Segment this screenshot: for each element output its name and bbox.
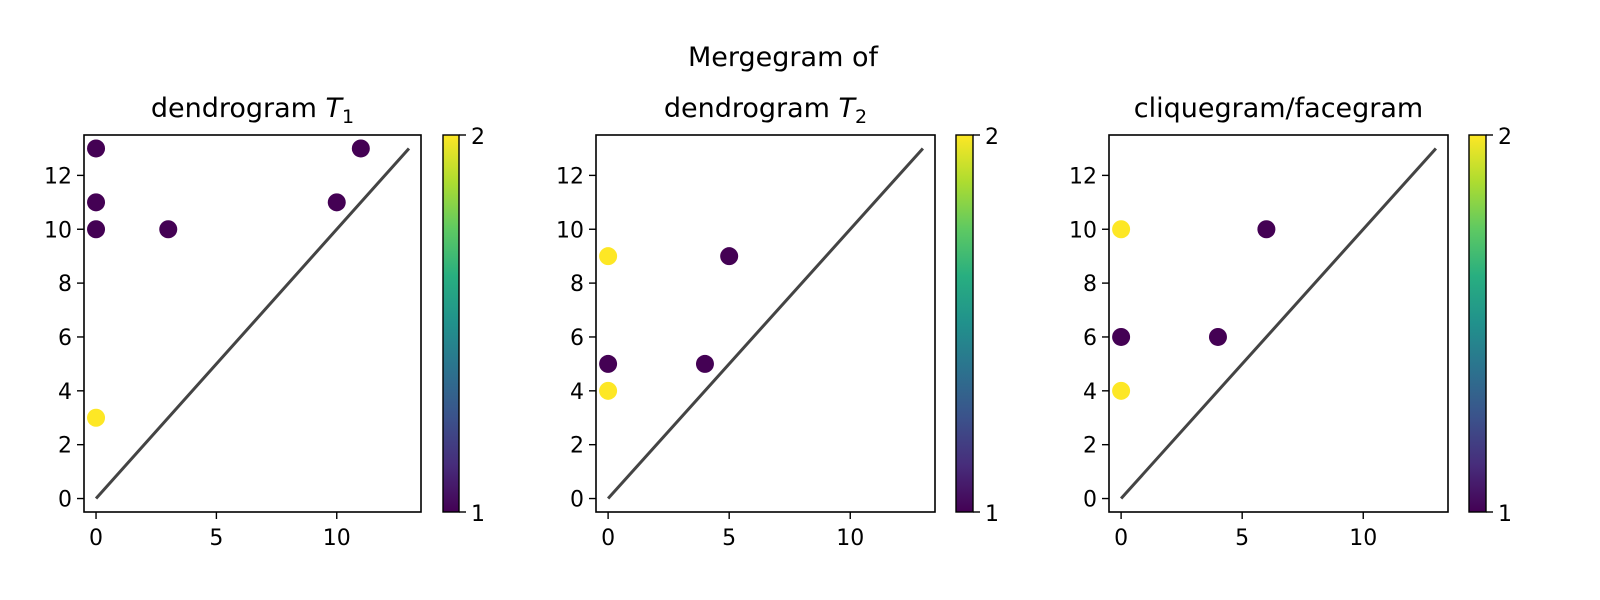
y-tick-label: 2 — [570, 434, 584, 459]
y-tick-label: 0 — [1083, 488, 1097, 513]
data-point-2 — [1257, 220, 1276, 239]
diagonal-line — [606, 147, 925, 500]
y-tick-label: 8 — [58, 272, 72, 297]
y-tick-label: 10 — [1069, 218, 1097, 243]
data-point-5 — [1112, 381, 1131, 400]
panel-title: dendrogram T1 — [151, 93, 354, 128]
data-point-1 — [1112, 220, 1131, 239]
colorbar-tick-label: 2 — [471, 125, 485, 150]
colorbar-tick-label: 1 — [1498, 502, 1512, 527]
data-point-4 — [1208, 327, 1227, 346]
y-tick-label: 2 — [1083, 434, 1097, 459]
y-tick-label: 2 — [58, 434, 72, 459]
data-point-3 — [87, 220, 106, 239]
y-tick-label: 4 — [58, 380, 72, 405]
x-tick-label: 5 — [722, 526, 736, 551]
y-tick-label: 8 — [570, 272, 584, 297]
y-tick-label: 12 — [44, 164, 72, 189]
data-point-1 — [87, 139, 106, 158]
data-point-6 — [351, 139, 370, 158]
data-point-2 — [720, 247, 739, 266]
x-tick-label: 10 — [836, 526, 864, 551]
plot-area — [1108, 134, 1449, 513]
panel-title: dendrogram T2 — [664, 93, 867, 128]
data-point-7 — [87, 408, 106, 427]
x-tick-label: 0 — [1114, 526, 1128, 551]
colorbar-tick-label: 2 — [1498, 125, 1512, 150]
x-tick-label: 5 — [1235, 526, 1249, 551]
y-tick-label: 8 — [1083, 272, 1097, 297]
data-point-1 — [599, 247, 618, 266]
data-point-2 — [87, 193, 106, 212]
colorbar-tick-label: 1 — [471, 502, 485, 527]
colorbar — [955, 134, 974, 513]
y-tick-label: 6 — [1083, 326, 1097, 351]
x-tick-label: 10 — [1349, 526, 1377, 551]
y-tick-label: 4 — [570, 380, 584, 405]
colorbar-tick-label: 2 — [985, 125, 999, 150]
y-tick-label: 6 — [570, 326, 584, 351]
y-tick-label: 0 — [58, 488, 72, 513]
data-point-3 — [599, 354, 618, 373]
y-tick-label: 12 — [556, 164, 584, 189]
x-tick-label: 5 — [209, 526, 223, 551]
figure-suptitle: Mergegram of — [688, 42, 879, 73]
diagonal-line — [94, 147, 411, 500]
diagonal-line — [1119, 147, 1438, 500]
y-tick-label: 10 — [44, 218, 72, 243]
colorbar — [1468, 134, 1487, 513]
panel-title: cliquegram/facegram — [1134, 93, 1424, 124]
y-tick-label: 12 — [1069, 164, 1097, 189]
x-tick-label: 0 — [89, 526, 103, 551]
colorbar — [442, 134, 460, 513]
data-point-3 — [1112, 327, 1131, 346]
y-tick-label: 6 — [58, 326, 72, 351]
plot-area — [83, 134, 422, 513]
data-point-4 — [159, 220, 178, 239]
x-tick-label: 10 — [323, 526, 351, 551]
plot-area — [595, 134, 936, 513]
data-point-4 — [695, 354, 714, 373]
x-tick-label: 0 — [601, 526, 615, 551]
data-point-5 — [599, 381, 618, 400]
y-tick-label: 0 — [570, 488, 584, 513]
data-point-5 — [327, 193, 346, 212]
y-tick-label: 4 — [1083, 380, 1097, 405]
y-tick-label: 10 — [556, 218, 584, 243]
colorbar-tick-label: 1 — [985, 502, 999, 527]
